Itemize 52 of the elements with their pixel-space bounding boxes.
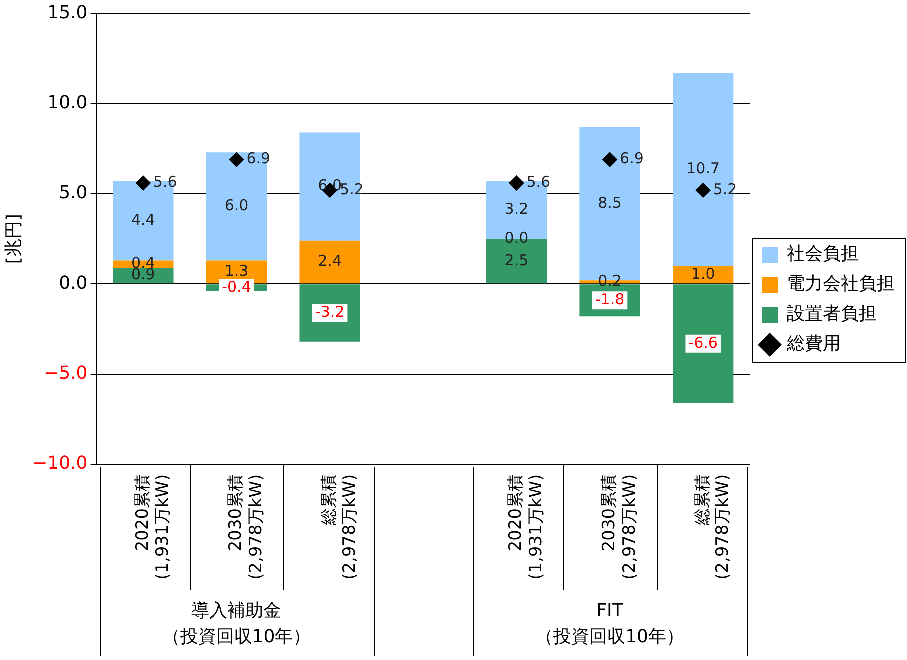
data-label: 6.9 [620, 150, 644, 168]
y-axis-title: [兆円] [3, 214, 24, 264]
data-label: 0.2 [598, 272, 622, 290]
point [509, 176, 524, 191]
data-label: -3.2 [315, 303, 345, 322]
legend-label: 総費用 [786, 334, 841, 355]
data-label: 2.5 [504, 251, 529, 270]
data-label: 5.2 [340, 180, 364, 198]
data-label: 5.6 [153, 173, 178, 192]
legend-label: 電力会社負担 [787, 274, 895, 295]
data-label: 1.3 [224, 262, 249, 280]
y-tick-label: 15.0 [48, 2, 88, 24]
data-label: 3.2 [504, 200, 529, 218]
y-tick-label: 10.0 [48, 92, 88, 114]
x-tick-label: 2030累積 (2,978万kW) [599, 474, 640, 580]
text: （投資回収10年） [536, 626, 684, 648]
data-label: 8.5 [598, 194, 622, 212]
data-label: 10.7 [686, 160, 720, 178]
bar [300, 240, 360, 284]
x-tick-label: 2030累積 (2,978万kW) [226, 474, 267, 580]
point [602, 152, 618, 168]
data-label: -0.4 [222, 278, 252, 296]
data-label: 5.6 [526, 173, 551, 192]
point [696, 182, 711, 198]
bar [206, 152, 268, 261]
legend-label: 社会負担 [787, 244, 859, 265]
y-tick-label: −10.0 [32, 453, 88, 474]
point [136, 176, 151, 191]
y-tick-label: −5.0 [44, 362, 88, 384]
bar [300, 132, 360, 241]
bar [673, 266, 734, 284]
x-tick-label: 総累積 (2,978万kW) [319, 474, 360, 580]
x-tick-label: 2020累積 (1,931万kW) [506, 474, 547, 580]
data-label: -1.8 [595, 290, 625, 309]
data-label: 5.2 [713, 180, 738, 198]
data-label: 2.4 [318, 252, 342, 270]
bar [673, 284, 734, 404]
text: 導入補助金 [192, 600, 282, 622]
text: （投資回収10年） [162, 626, 312, 648]
legend-label: 設置者負担 [787, 304, 877, 325]
data-label: 6.9 [246, 150, 271, 168]
bar [673, 73, 734, 266]
data-label: 1.0 [691, 264, 716, 283]
y-tick-label: 5.0 [59, 182, 88, 204]
point [229, 152, 244, 168]
data-label: -6.6 [688, 334, 718, 352]
text: FIT [596, 600, 624, 622]
data-label: 4.4 [131, 210, 156, 229]
x-tick-label: 総累積 (2,978万kW) [692, 474, 734, 580]
data-label: 6.0 [224, 196, 249, 215]
y-tick-label: 0.0 [59, 272, 88, 294]
x-tick-label: 2020累積 (1,931万kW) [132, 474, 174, 580]
